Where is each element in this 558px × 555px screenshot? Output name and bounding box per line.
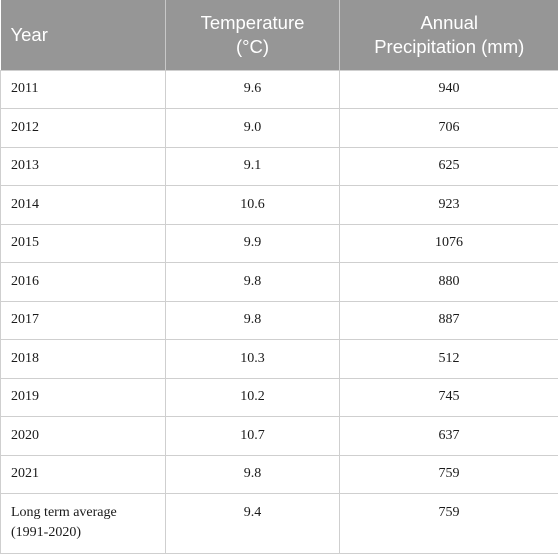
temperature-cell: 10.2 [165, 377, 340, 417]
year-cell: 2012 [0, 108, 166, 148]
long-term-average-label-cell: Long term average (1991-2020) [0, 493, 166, 554]
long-term-average-label: Long term average [11, 505, 117, 520]
long-term-average-temperature-cell: 9.4 [165, 493, 340, 554]
table-row: 2021 9.8 759 [0, 454, 558, 494]
precipitation-cell: 512 [339, 339, 558, 379]
table-row: 2016 9.8 880 [0, 262, 558, 302]
precipitation-cell: 745 [339, 377, 558, 417]
year-cell: 2013 [0, 146, 166, 186]
year-cell: 2020 [0, 416, 166, 456]
year-cell: 2014 [0, 185, 166, 225]
table-row: 2018 10.3 512 [0, 339, 558, 379]
temperature-cell: 9.6 [165, 69, 340, 109]
year-cell: 2019 [0, 377, 166, 417]
table-row: 2012 9.0 706 [0, 108, 558, 148]
temperature-cell: 9.8 [165, 262, 340, 302]
table-row: 2020 10.7 637 [0, 416, 558, 456]
temperature-cell: 9.8 [165, 454, 340, 494]
precipitation-cell: 706 [339, 108, 558, 148]
year-cell: 2015 [0, 223, 166, 263]
precipitation-cell: 625 [339, 146, 558, 186]
table-row: 2011 9.6 940 [0, 69, 558, 109]
temperature-cell: 9.8 [165, 300, 340, 340]
header-row: Year Temperature (°C) Annual Precipitati… [0, 0, 558, 70]
precipitation-cell: 887 [339, 300, 558, 340]
precipitation-cell: 759 [339, 454, 558, 494]
table-row: 2015 9.9 1076 [0, 223, 558, 263]
temperature-cell: 9.1 [165, 146, 340, 186]
column-header-precipitation-label-1: Annual [420, 11, 479, 33]
long-term-average-period: (1991-2020) [11, 525, 81, 540]
precipitation-cell: 637 [339, 416, 558, 456]
column-header-temperature: Temperature (°C) [165, 0, 340, 70]
column-header-precipitation-label-2: Precipitation (mm) [374, 35, 525, 57]
year-cell: 2021 [0, 454, 166, 494]
table-row: 2014 10.6 923 [0, 185, 558, 225]
temperature-cell: 10.6 [165, 185, 340, 225]
long-term-average-precipitation-cell: 759 [339, 493, 558, 554]
table-row: 2017 9.8 887 [0, 300, 558, 340]
temperature-cell: 10.7 [165, 416, 340, 456]
table-row: 2019 10.2 745 [0, 377, 558, 417]
column-header-temperature-label: Temperature [200, 11, 305, 33]
precipitation-cell: 923 [339, 185, 558, 225]
year-cell: 2017 [0, 300, 166, 340]
column-header-year: Year [0, 0, 166, 70]
year-cell: 2016 [0, 262, 166, 302]
column-header-year-label: Year [10, 23, 48, 45]
year-cell: 2011 [0, 69, 166, 109]
precipitation-cell: 880 [339, 262, 558, 302]
long-term-average-row: Long term average (1991-2020) 9.4 759 [0, 493, 558, 554]
column-header-precipitation: Annual Precipitation (mm) [339, 0, 558, 70]
precipitation-cell: 940 [339, 69, 558, 109]
column-header-temperature-unit: (°C) [235, 35, 270, 57]
temperature-cell: 9.9 [165, 223, 340, 263]
temperature-cell: 10.3 [165, 339, 340, 379]
temperature-cell: 9.0 [165, 108, 340, 148]
table-row: 2013 9.1 625 [0, 146, 558, 186]
year-cell: 2018 [0, 339, 166, 379]
precipitation-cell: 1076 [339, 223, 558, 263]
